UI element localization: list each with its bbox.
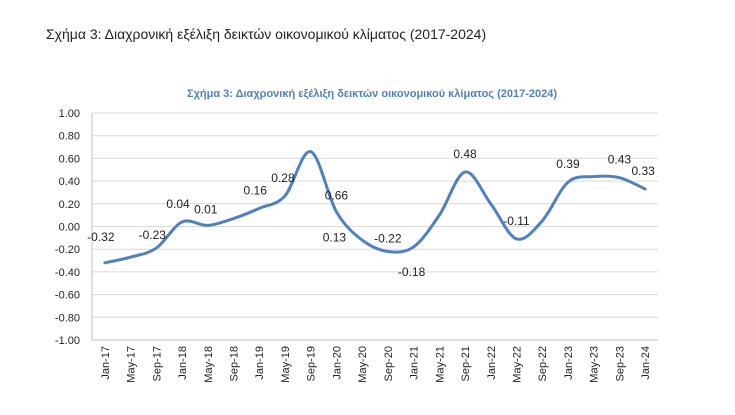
- x-tick-label: Jan-17: [100, 346, 112, 380]
- x-tick-label: Sep-23: [614, 346, 626, 381]
- data-labels: -0.32 -0.23 0.04 0.01 0.160.28 0.66 0.13 -0.22 -…: [87, 147, 655, 279]
- data-label: 0.28: [271, 171, 295, 185]
- x-axis: Jan-17 May-17 Sep-17 Jan-18 May-18 Sep-18 Jan-…: [92, 339, 658, 383]
- data-label: -0.18: [398, 265, 426, 279]
- data-label: 0.39: [556, 157, 580, 171]
- x-tick-label: Jan-20: [331, 346, 343, 380]
- data-label: -0.11: [503, 214, 530, 228]
- x-tick-label: May-20: [357, 346, 369, 383]
- data-label: 0.13: [323, 231, 347, 245]
- y-tick-label: 0.80: [59, 131, 80, 143]
- series-layer: [103, 150, 647, 265]
- data-label: 0.01: [194, 202, 218, 216]
- x-tick-label: Sep-22: [537, 346, 549, 381]
- y-tick-label: 0.00: [59, 222, 80, 234]
- x-tick-label: Jan-24: [640, 346, 652, 380]
- data-label: 0.43: [608, 153, 632, 167]
- x-tick-label: Jan-19: [254, 346, 266, 380]
- data-label: -0.32: [87, 230, 115, 244]
- data-label: -0.22: [374, 231, 402, 245]
- x-tick-label: Jan-18: [177, 346, 189, 380]
- data-label: 0.48: [453, 147, 477, 161]
- y-tick-label: 0.20: [59, 199, 80, 211]
- y-tick-label: 0.60: [59, 153, 80, 165]
- chart-title: Σχήμα 3: Διαχρονική εξέλιξη δεικτών οικο…: [187, 88, 557, 100]
- data-label: 0.16: [244, 183, 268, 197]
- series-line: [103, 150, 647, 265]
- y-tick-label: -0.60: [55, 290, 80, 302]
- x-tick-label: May-21: [434, 346, 446, 383]
- page-heading: Σχήμα 3: Διαχρονική εξέλιξη δεικτών οικο…: [46, 26, 487, 42]
- y-tick-label: -0.20: [55, 244, 80, 256]
- x-tick-label: Sep-21: [460, 346, 472, 381]
- x-tick-label: Jan-22: [486, 346, 498, 380]
- y-tick-label: 0.40: [59, 176, 80, 188]
- data-label: 0.33: [631, 164, 655, 178]
- data-label: -0.23: [139, 228, 167, 242]
- y-tick-label: -0.80: [55, 312, 80, 324]
- y-tick-label: 1.00: [59, 108, 80, 120]
- x-tick-label: Sep-20: [383, 346, 395, 381]
- x-tick-label: Jan-21: [409, 346, 421, 380]
- data-label: 0.04: [166, 197, 190, 211]
- x-tick-label: May-18: [203, 346, 215, 383]
- y-tick-label: -0.40: [55, 267, 80, 279]
- x-tick-label: May-17: [126, 346, 138, 383]
- x-tick-label: May-22: [512, 346, 524, 383]
- x-tick-label: Sep-17: [151, 346, 163, 381]
- x-tick-label: May-19: [280, 346, 292, 383]
- y-tick-label: -1.00: [55, 335, 80, 347]
- y-axis: 1.00 0.80 0.60 0.40 0.20 0.00 -0.20 -0.40 -0.60 -…: [55, 108, 93, 347]
- x-tick-label: Sep-19: [306, 346, 318, 381]
- x-tick-label: May-23: [589, 346, 601, 383]
- x-tick-label: Jan-23: [563, 346, 575, 380]
- x-tick-label: Sep-18: [229, 346, 241, 381]
- data-label: 0.66: [325, 189, 349, 203]
